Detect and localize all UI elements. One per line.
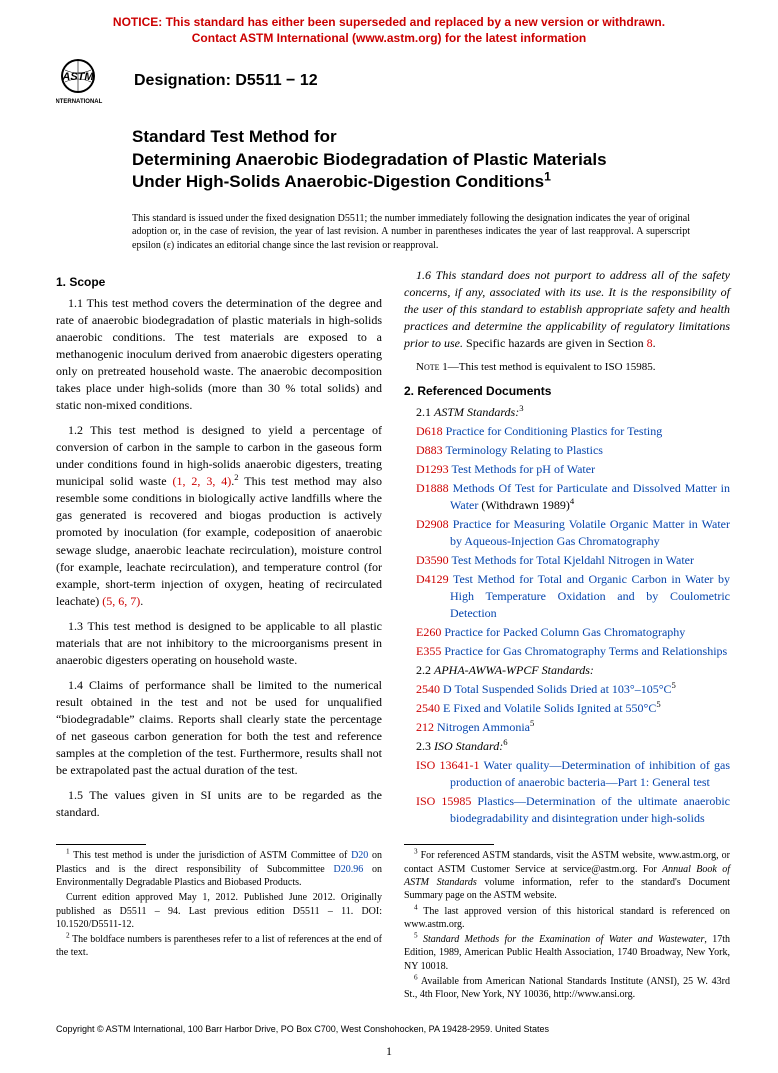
ref-line: E355 Practice for Gas Chromatography Ter…: [404, 643, 730, 660]
ref-code[interactable]: D883: [416, 443, 443, 457]
ref-set-2[interactable]: (5, 6, 7): [102, 594, 140, 608]
ref-title[interactable]: D Total Suspended Solids Dried at 103°–1…: [443, 682, 672, 696]
astm-logo: ASTM INTERNATIONAL: [56, 56, 118, 106]
para-1-6: 1.6 This standard does not purport to ad…: [404, 267, 730, 352]
footnote-rule: [404, 844, 494, 845]
ref-title[interactable]: Practice for Measuring Volatile Organic …: [450, 517, 730, 548]
fn-left-col: 1 This test method is under the jurisdic…: [56, 834, 382, 1003]
ref-code[interactable]: E355: [416, 644, 441, 658]
ref-line: ISO 15985 Plastics—Determination of the …: [404, 793, 730, 827]
astm-refs-list: D618 Practice for Conditioning Plastics …: [404, 423, 730, 660]
ref-title[interactable]: Test Method for Total and Organic Carbon…: [450, 572, 730, 620]
ref-code[interactable]: D2908: [416, 517, 449, 531]
copyright-line: Copyright © ASTM International, 100 Barr…: [0, 1004, 778, 1040]
ref-title[interactable]: Practice for Conditioning Plastics for T…: [446, 424, 663, 438]
astm-standards-sub: 2.1 ASTM Standards:3: [404, 404, 730, 421]
para-1-4: 1.4 Claims of performance shall be limit…: [56, 677, 382, 779]
ref-code[interactable]: ISO 15985: [416, 794, 471, 808]
ref-line: D4129 Test Method for Total and Organic …: [404, 571, 730, 622]
ref-code[interactable]: ISO 13641-1: [416, 758, 480, 772]
footnote: 6 Available from American National Stand…: [404, 975, 730, 1002]
ref-line: 2540 E Fixed and Volatile Solids Ignited…: [404, 700, 730, 717]
para-1-3: 1.3 This test method is designed to be a…: [56, 618, 382, 669]
header-row: ASTM INTERNATIONAL Designation: D5511 − …: [0, 52, 778, 114]
ref-line: D618 Practice for Conditioning Plastics …: [404, 423, 730, 440]
para-1-2: 1.2 This test method is designed to yiel…: [56, 422, 382, 609]
ref-title[interactable]: Test Methods for pH of Water: [451, 462, 595, 476]
footnote: 5 Standard Methods for the Examination o…: [404, 933, 730, 973]
iso-standard-sub: 2.3 ISO Standard:6: [404, 738, 730, 755]
notice-line2: Contact ASTM International (www.astm.org…: [192, 31, 586, 45]
ref-line: ISO 13641-1 Water quality—Determination …: [404, 757, 730, 791]
body-columns: 1. Scope 1.1 This test method covers the…: [0, 267, 778, 834]
ref-line: D1293 Test Methods for pH of Water: [404, 461, 730, 478]
footnote: 3 For referenced ASTM standards, visit t…: [404, 849, 730, 902]
ref-code[interactable]: D3590: [416, 553, 449, 567]
svg-text:INTERNATIONAL: INTERNATIONAL: [56, 99, 103, 105]
title-line-2: Determining Anaerobic Biodegradation of …: [132, 149, 698, 171]
footnote: 2 The boldface numbers is parentheses re…: [56, 933, 382, 960]
supersede-notice: NOTICE: This standard has either been su…: [0, 0, 778, 52]
ref-line: D1888 Methods Of Test for Particulate an…: [404, 480, 730, 514]
page-number: 1: [0, 1040, 778, 1073]
section-8-link[interactable]: 8: [647, 336, 653, 350]
footnote-link[interactable]: D20.96: [333, 864, 363, 875]
apha-refs-list: 2540 D Total Suspended Solids Dried at 1…: [404, 681, 730, 736]
footnote: 4 The last approved version of this hist…: [404, 905, 730, 932]
ref-title[interactable]: E Fixed and Volatile Solids Ignited at 5…: [443, 701, 656, 715]
footnote: 1 This test method is under the jurisdic…: [56, 849, 382, 889]
footnote-rule: [56, 844, 146, 845]
ref-title[interactable]: Terminology Relating to Plastics: [445, 443, 602, 457]
ref-line: 2540 D Total Suspended Solids Dried at 1…: [404, 681, 730, 698]
ref-code[interactable]: 212: [416, 720, 434, 734]
svg-text:ASTM: ASTM: [61, 71, 94, 83]
scope-heading: 1. Scope: [56, 275, 382, 289]
ref-title[interactable]: Nitrogen Ammonia: [437, 720, 530, 734]
para-1-5: 1.5 The values given in SI units are to …: [56, 787, 382, 821]
ref-code[interactable]: D618: [416, 424, 443, 438]
ref-title[interactable]: Test Methods for Total Kjeldahl Nitrogen…: [451, 553, 694, 567]
notice-line1: NOTICE: This standard has either been su…: [113, 15, 665, 29]
ref-line: D3590 Test Methods for Total Kjeldahl Ni…: [404, 552, 730, 569]
title-line-3: Under High-Solids Anaerobic-Digestion Co…: [132, 171, 698, 193]
title-line-1: Standard Test Method for: [132, 126, 698, 148]
para-1-1: 1.1 This test method covers the determin…: [56, 295, 382, 414]
ref-line: D2908 Practice for Measuring Volatile Or…: [404, 516, 730, 550]
left-column: 1. Scope 1.1 This test method covers the…: [56, 267, 382, 829]
ref-code[interactable]: D4129: [416, 572, 449, 586]
right-column: 1.6 This standard does not purport to ad…: [404, 267, 730, 829]
designation: Designation: D5511 − 12: [134, 72, 318, 90]
footnotes: 1 This test method is under the jurisdic…: [0, 834, 778, 1003]
ref-set-1[interactable]: (1, 2, 3, 4): [172, 474, 231, 488]
ref-line: D883 Terminology Relating to Plastics: [404, 442, 730, 459]
ref-title[interactable]: Practice for Packed Column Gas Chromatog…: [444, 625, 685, 639]
ref-code[interactable]: D1293: [416, 462, 449, 476]
ref-title[interactable]: Plastics—Determination of the ultimate a…: [450, 794, 730, 825]
fn-right-col: 3 For referenced ASTM standards, visit t…: [404, 834, 730, 1003]
ref-code[interactable]: 2540: [416, 701, 440, 715]
ref-line: E260 Practice for Packed Column Gas Chro…: [404, 624, 730, 641]
ref-title[interactable]: Practice for Gas Chromatography Terms an…: [444, 644, 727, 658]
ref-title[interactable]: Water quality—Determination of inhibitio…: [450, 758, 730, 789]
title-block: Standard Test Method for Determining Ana…: [0, 114, 778, 201]
refdocs-heading: 2. Referenced Documents: [404, 384, 730, 398]
footnote-link[interactable]: D20: [351, 850, 368, 861]
ref-line: 212 Nitrogen Ammonia5: [404, 719, 730, 736]
footnote: Current edition approved May 1, 2012. Pu…: [56, 891, 382, 931]
iso-refs-list: ISO 13641-1 Water quality—Determination …: [404, 757, 730, 827]
note-1: Note 1—This test method is equivalent to…: [404, 360, 730, 375]
issuance-note: This standard is issued under the fixed …: [0, 202, 778, 267]
apha-standards-sub: 2.2 APHA-AWWA-WPCF Standards:: [404, 662, 730, 679]
ref-code[interactable]: D1888: [416, 481, 449, 495]
ref-code[interactable]: 2540: [416, 682, 440, 696]
ref-code[interactable]: E260: [416, 625, 441, 639]
